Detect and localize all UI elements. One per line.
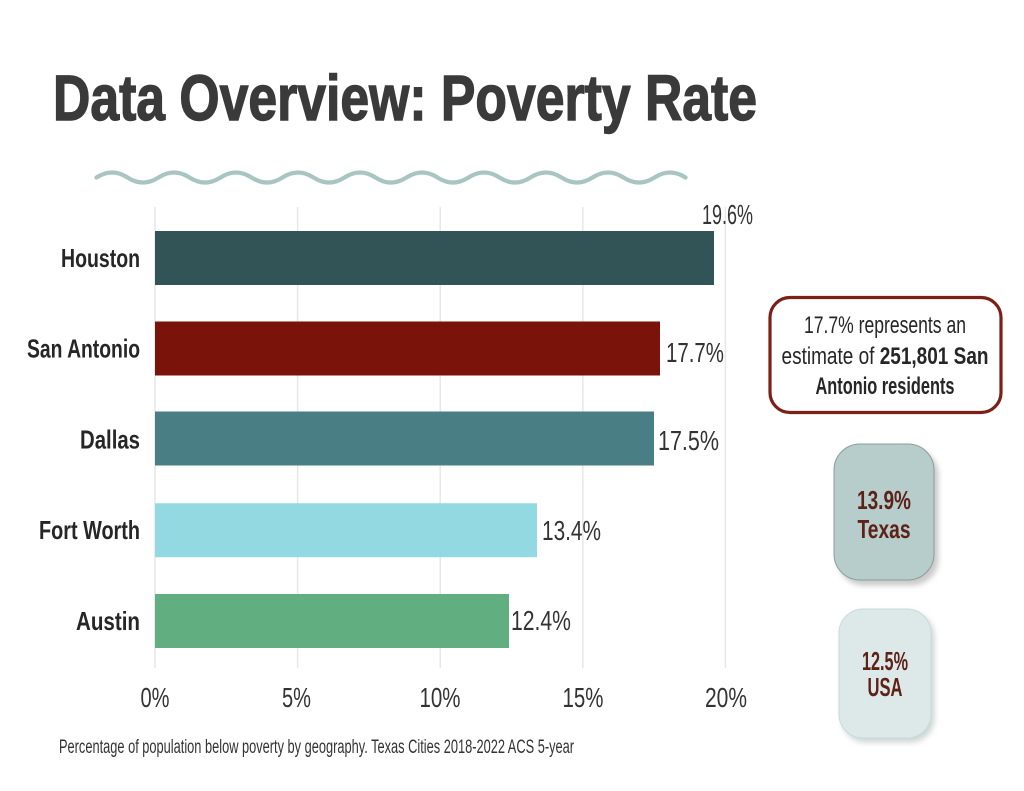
svg-text:12.5%: 12.5%: [862, 646, 908, 676]
svg-text:17.7% represents an: 17.7% represents an: [804, 312, 966, 339]
svg-text:Texas: Texas: [858, 514, 911, 544]
svg-text:estimate of 251,801 San: estimate of 251,801 San: [782, 343, 989, 370]
svg-text:Dallas: Dallas: [80, 425, 140, 455]
svg-text:17.7%: 17.7%: [666, 337, 724, 368]
svg-text:Fort Worth: Fort Worth: [39, 515, 140, 545]
svg-text:San Antonio: San Antonio: [27, 334, 140, 364]
svg-text:Antonio residents: Antonio residents: [816, 373, 955, 400]
svg-text:17.5%: 17.5%: [658, 425, 719, 456]
svg-text:0%: 0%: [141, 682, 170, 713]
svg-text:Percentage of population below: Percentage of population below poverty b…: [59, 737, 574, 758]
svg-text:12.4%: 12.4%: [511, 605, 571, 636]
svg-text:13.9%: 13.9%: [857, 485, 911, 515]
svg-text:13.4%: 13.4%: [542, 515, 601, 546]
svg-text:Houston: Houston: [61, 243, 140, 273]
svg-text:10%: 10%: [420, 682, 461, 713]
svg-text:20%: 20%: [705, 682, 747, 713]
svg-text:19.6%: 19.6%: [702, 199, 753, 230]
svg-text:5%: 5%: [282, 682, 311, 713]
svg-text:Austin: Austin: [76, 606, 140, 636]
svg-text:15%: 15%: [563, 682, 604, 713]
svg-text:Data Overview: Poverty Rate: Data Overview: Poverty Rate: [53, 62, 757, 134]
svg-text:USA: USA: [868, 672, 903, 702]
